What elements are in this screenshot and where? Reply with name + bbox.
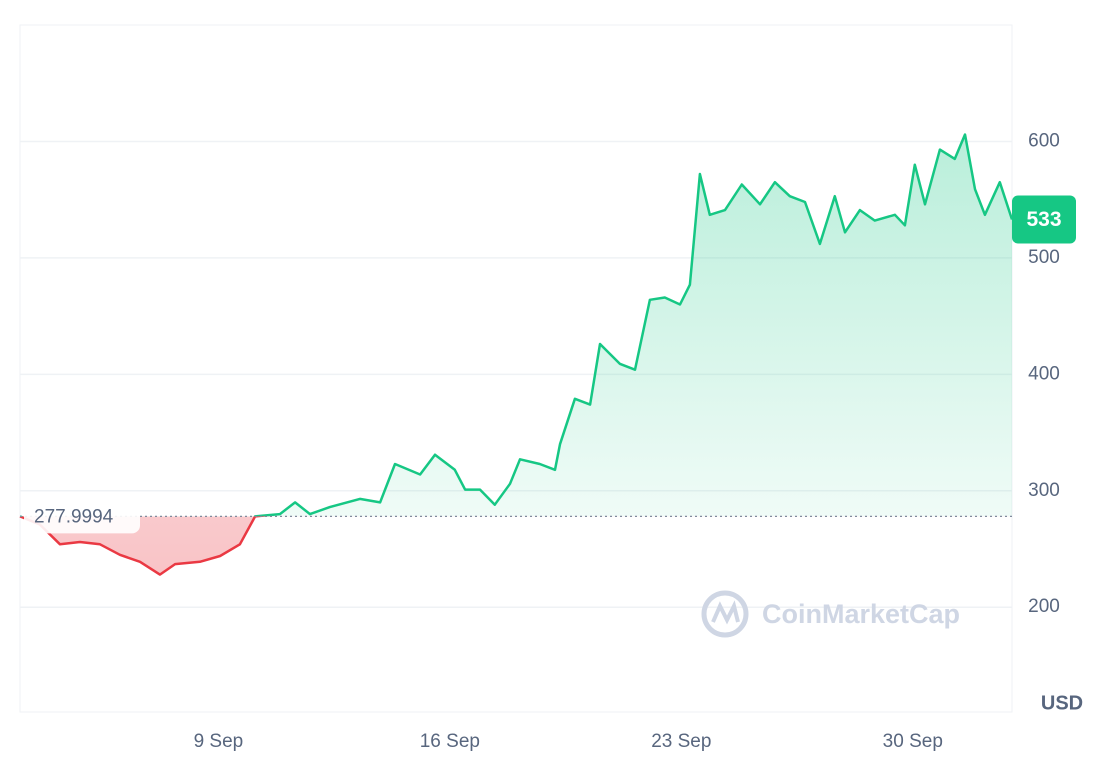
x-tick-label: 23 Sep — [651, 731, 711, 752]
area-above — [20, 134, 1012, 517]
price-line-above — [20, 133, 1014, 517]
x-tick-label: 16 Sep — [420, 731, 480, 752]
y-tick-label: 600 — [1028, 130, 1060, 151]
x-tick-label: 9 Sep — [194, 731, 244, 752]
x-tick-label: 30 Sep — [883, 731, 943, 752]
y-tick-label: 300 — [1028, 480, 1060, 501]
price-tag — [1012, 195, 1076, 244]
baseline-tag — [24, 499, 140, 534]
watermark: CoinMarketCap — [701, 590, 960, 638]
y-tick-label: 500 — [1028, 247, 1060, 268]
watermark-text: CoinMarketCap — [762, 599, 960, 629]
y-tick-label: 200 — [1028, 596, 1060, 617]
y-tick-label: 400 — [1028, 363, 1060, 384]
price-tag-label: 533 — [1026, 208, 1061, 231]
currency-label: USD — [1041, 692, 1083, 714]
price-line-below — [19, 516, 269, 576]
baseline-label: 277.9994 — [34, 506, 114, 527]
